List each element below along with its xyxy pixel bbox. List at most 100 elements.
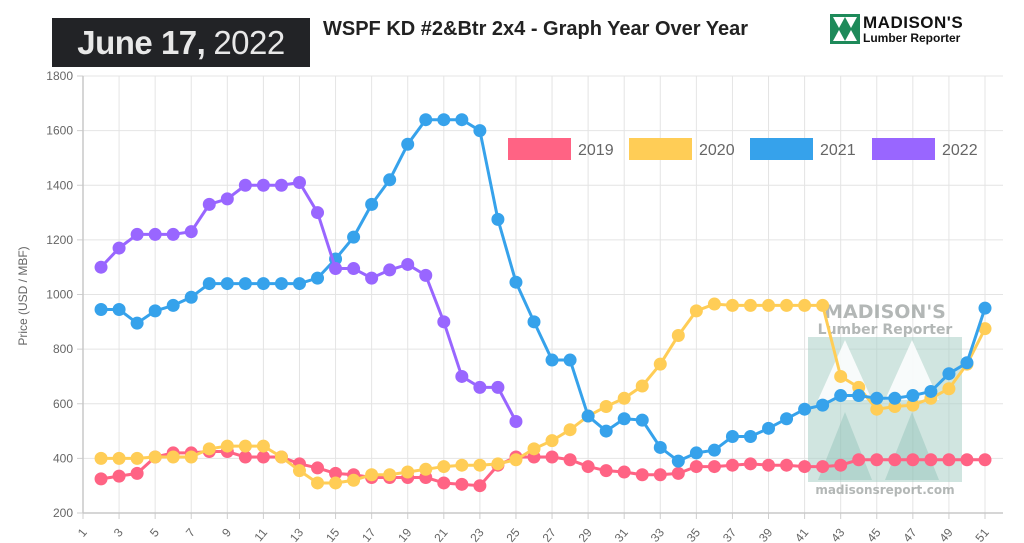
data-point[interactable] xyxy=(112,303,126,317)
legend-item-2022[interactable]: 2022 xyxy=(872,138,978,160)
data-point[interactable] xyxy=(329,262,343,276)
data-point[interactable] xyxy=(130,466,144,480)
data-point[interactable] xyxy=(509,275,523,289)
data-point[interactable] xyxy=(437,460,451,474)
data-point[interactable] xyxy=(671,328,685,342)
data-point[interactable] xyxy=(437,113,451,127)
data-point[interactable] xyxy=(401,465,415,479)
data-point[interactable] xyxy=(689,304,703,318)
data-point[interactable] xyxy=(798,298,812,312)
data-point[interactable] xyxy=(924,453,938,467)
data-point[interactable] xyxy=(527,442,541,456)
data-point[interactable] xyxy=(220,439,234,453)
data-point[interactable] xyxy=(473,479,487,493)
data-point[interactable] xyxy=(924,384,938,398)
data-point[interactable] xyxy=(491,457,505,471)
data-point[interactable] xyxy=(635,468,649,482)
data-point[interactable] xyxy=(365,271,379,285)
data-point[interactable] xyxy=(707,443,721,457)
data-point[interactable] xyxy=(292,176,306,190)
data-point[interactable] xyxy=(617,412,631,426)
data-point[interactable] xyxy=(563,353,577,367)
data-point[interactable] xyxy=(347,230,361,244)
data-point[interactable] xyxy=(888,453,902,467)
data-point[interactable] xyxy=(437,315,451,329)
data-point[interactable] xyxy=(455,369,469,383)
data-point[interactable] xyxy=(274,277,288,291)
data-point[interactable] xyxy=(166,450,180,464)
data-point[interactable] xyxy=(834,389,848,403)
data-point[interactable] xyxy=(870,453,884,467)
data-point[interactable] xyxy=(563,423,577,437)
data-point[interactable] xyxy=(671,466,685,480)
data-point[interactable] xyxy=(238,450,252,464)
data-point[interactable] xyxy=(238,277,252,291)
data-point[interactable] xyxy=(509,415,523,429)
data-point[interactable] xyxy=(599,464,613,478)
data-point[interactable] xyxy=(383,263,397,277)
data-point[interactable] xyxy=(184,450,198,464)
data-point[interactable] xyxy=(906,398,920,412)
data-point[interactable] xyxy=(256,277,270,291)
data-point[interactable] xyxy=(906,453,920,467)
data-point[interactable] xyxy=(780,458,794,472)
data-point[interactable] xyxy=(202,442,216,456)
data-point[interactable] xyxy=(888,391,902,405)
data-point[interactable] xyxy=(256,439,270,453)
data-point[interactable] xyxy=(978,301,992,315)
data-point[interactable] xyxy=(311,271,325,285)
data-point[interactable] xyxy=(455,113,469,127)
data-point[interactable] xyxy=(473,380,487,394)
data-point[interactable] xyxy=(852,389,866,403)
data-point[interactable] xyxy=(419,268,433,282)
data-point[interactable] xyxy=(292,464,306,478)
data-point[interactable] xyxy=(599,424,613,438)
data-point[interactable] xyxy=(311,476,325,490)
data-point[interactable] xyxy=(491,380,505,394)
data-point[interactable] xyxy=(653,468,667,482)
data-point[interactable] xyxy=(725,298,739,312)
data-point[interactable] xyxy=(617,465,631,479)
data-point[interactable] xyxy=(689,446,703,460)
data-point[interactable] xyxy=(455,477,469,491)
data-point[interactable] xyxy=(743,430,757,444)
data-point[interactable] xyxy=(383,468,397,482)
data-point[interactable] xyxy=(238,178,252,192)
data-point[interactable] xyxy=(94,472,108,486)
data-point[interactable] xyxy=(220,277,234,291)
legend-item-2021[interactable]: 2021 xyxy=(750,138,856,160)
data-point[interactable] xyxy=(906,389,920,403)
data-point[interactable] xyxy=(870,391,884,405)
data-point[interactable] xyxy=(870,402,884,416)
data-point[interactable] xyxy=(599,399,613,413)
data-point[interactable] xyxy=(148,227,162,241)
data-point[interactable] xyxy=(978,322,992,336)
data-point[interactable] xyxy=(292,277,306,291)
data-point[interactable] xyxy=(942,453,956,467)
data-point[interactable] xyxy=(816,298,830,312)
data-point[interactable] xyxy=(437,476,451,490)
data-point[interactable] xyxy=(635,413,649,427)
data-point[interactable] xyxy=(347,473,361,487)
data-point[interactable] xyxy=(816,398,830,412)
data-point[interactable] xyxy=(707,460,721,474)
data-point[interactable] xyxy=(671,454,685,468)
data-point[interactable] xyxy=(365,197,379,211)
data-point[interactable] xyxy=(780,298,794,312)
data-point[interactable] xyxy=(455,458,469,472)
data-point[interactable] xyxy=(238,439,252,453)
data-point[interactable] xyxy=(202,197,216,211)
data-point[interactable] xyxy=(617,391,631,405)
data-point[interactable] xyxy=(256,178,270,192)
data-point[interactable] xyxy=(762,458,776,472)
data-point[interactable] xyxy=(473,124,487,138)
data-point[interactable] xyxy=(960,356,974,370)
data-point[interactable] xyxy=(834,369,848,383)
data-point[interactable] xyxy=(130,451,144,465)
data-point[interactable] xyxy=(184,225,198,239)
data-point[interactable] xyxy=(220,192,234,206)
data-point[interactable] xyxy=(798,402,812,416)
data-point[interactable] xyxy=(545,353,559,367)
data-point[interactable] xyxy=(743,298,757,312)
data-point[interactable] xyxy=(112,241,126,255)
